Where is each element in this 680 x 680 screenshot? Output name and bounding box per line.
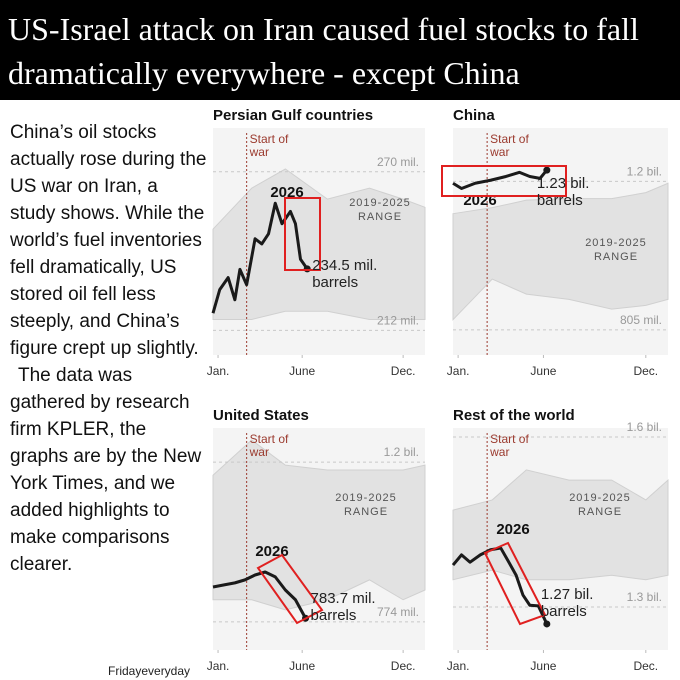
- range-label: 2019-2025 RANGE: [569, 492, 631, 518]
- chart-title: China: [453, 107, 495, 124]
- value-label: 783.7 mil. barrels: [310, 590, 376, 625]
- y-tick-label: 774 mil.: [377, 605, 419, 619]
- y-tick-label: 270 mil.: [377, 155, 419, 169]
- x-tick-label: Dec.: [391, 659, 416, 673]
- paragraph: The data was gathered by research firm K…: [10, 365, 202, 575]
- y-tick-label: 805 mil.: [620, 313, 662, 327]
- value-label: 234.5 mil. barrels: [312, 256, 378, 291]
- y-tick-label: 1.6 bil.: [627, 420, 662, 434]
- y-tick-label: 212 mil.: [377, 313, 419, 327]
- annotation: Start of war: [249, 132, 289, 159]
- range-label: 2019-2025 RANGE: [585, 237, 647, 263]
- highlight: [284, 197, 321, 271]
- highlight: [441, 165, 567, 197]
- series-label: 2026: [463, 192, 496, 209]
- range-label: 2019-2025 RANGE: [335, 492, 397, 518]
- body-text: China’s oil stocks actually rose during …: [10, 119, 208, 578]
- annotation: Start of war: [249, 432, 289, 459]
- x-tick-label: Jan.: [207, 659, 230, 673]
- paragraph: China’s oil stocks actually rose during …: [10, 122, 207, 359]
- x-tick-label: Dec.: [391, 364, 416, 378]
- x-tick-label: June: [530, 659, 556, 673]
- chart-title: Rest of the world: [453, 407, 575, 424]
- annotation: Start of war: [490, 432, 529, 459]
- y-tick-label: 1.2 bil.: [384, 445, 419, 459]
- x-tick-label: Jan.: [447, 659, 470, 673]
- end-dot: [543, 620, 551, 628]
- x-tick-label: Jan.: [207, 364, 230, 378]
- x-tick-label: Jan.: [447, 364, 470, 378]
- end-dot: [543, 166, 551, 174]
- chart-title: Persian Gulf countries: [213, 107, 374, 124]
- annotation: Start of war: [490, 132, 529, 159]
- x-tick-label: Dec.: [633, 364, 658, 378]
- page-title: US-Israel attack on Iran caused fuel sto…: [8, 11, 639, 91]
- chart-title: United States: [213, 407, 309, 424]
- range-band: [212, 439, 426, 611]
- y-tick-label: 1.2 bil.: [627, 164, 662, 178]
- header: US-Israel attack on Iran caused fuel sto…: [0, 0, 680, 100]
- range-band: [452, 182, 669, 321]
- x-tick-label: June: [289, 364, 315, 378]
- series-label: 2026: [496, 521, 529, 538]
- series-line: [452, 169, 549, 191]
- x-tick-label: June: [530, 364, 556, 378]
- value-label: 1.23 bil. barrels: [536, 175, 590, 210]
- range-band: [452, 469, 669, 581]
- x-tick-label: Dec.: [633, 659, 658, 673]
- highlight: [483, 541, 547, 626]
- range-label: 2019-2025 RANGE: [349, 197, 411, 223]
- end-dot: [303, 265, 311, 273]
- series-label: 2026: [270, 184, 303, 201]
- x-tick-label: June: [289, 659, 315, 673]
- series-line: [211, 201, 309, 314]
- series-line: [212, 570, 307, 619]
- highlight: [256, 553, 324, 625]
- value-label: 1.27 bil. barrels: [540, 585, 594, 620]
- credit: Fridayeveryday: [108, 664, 191, 678]
- y-tick-label: 1.3 bil.: [627, 590, 662, 604]
- series-line: [451, 546, 549, 625]
